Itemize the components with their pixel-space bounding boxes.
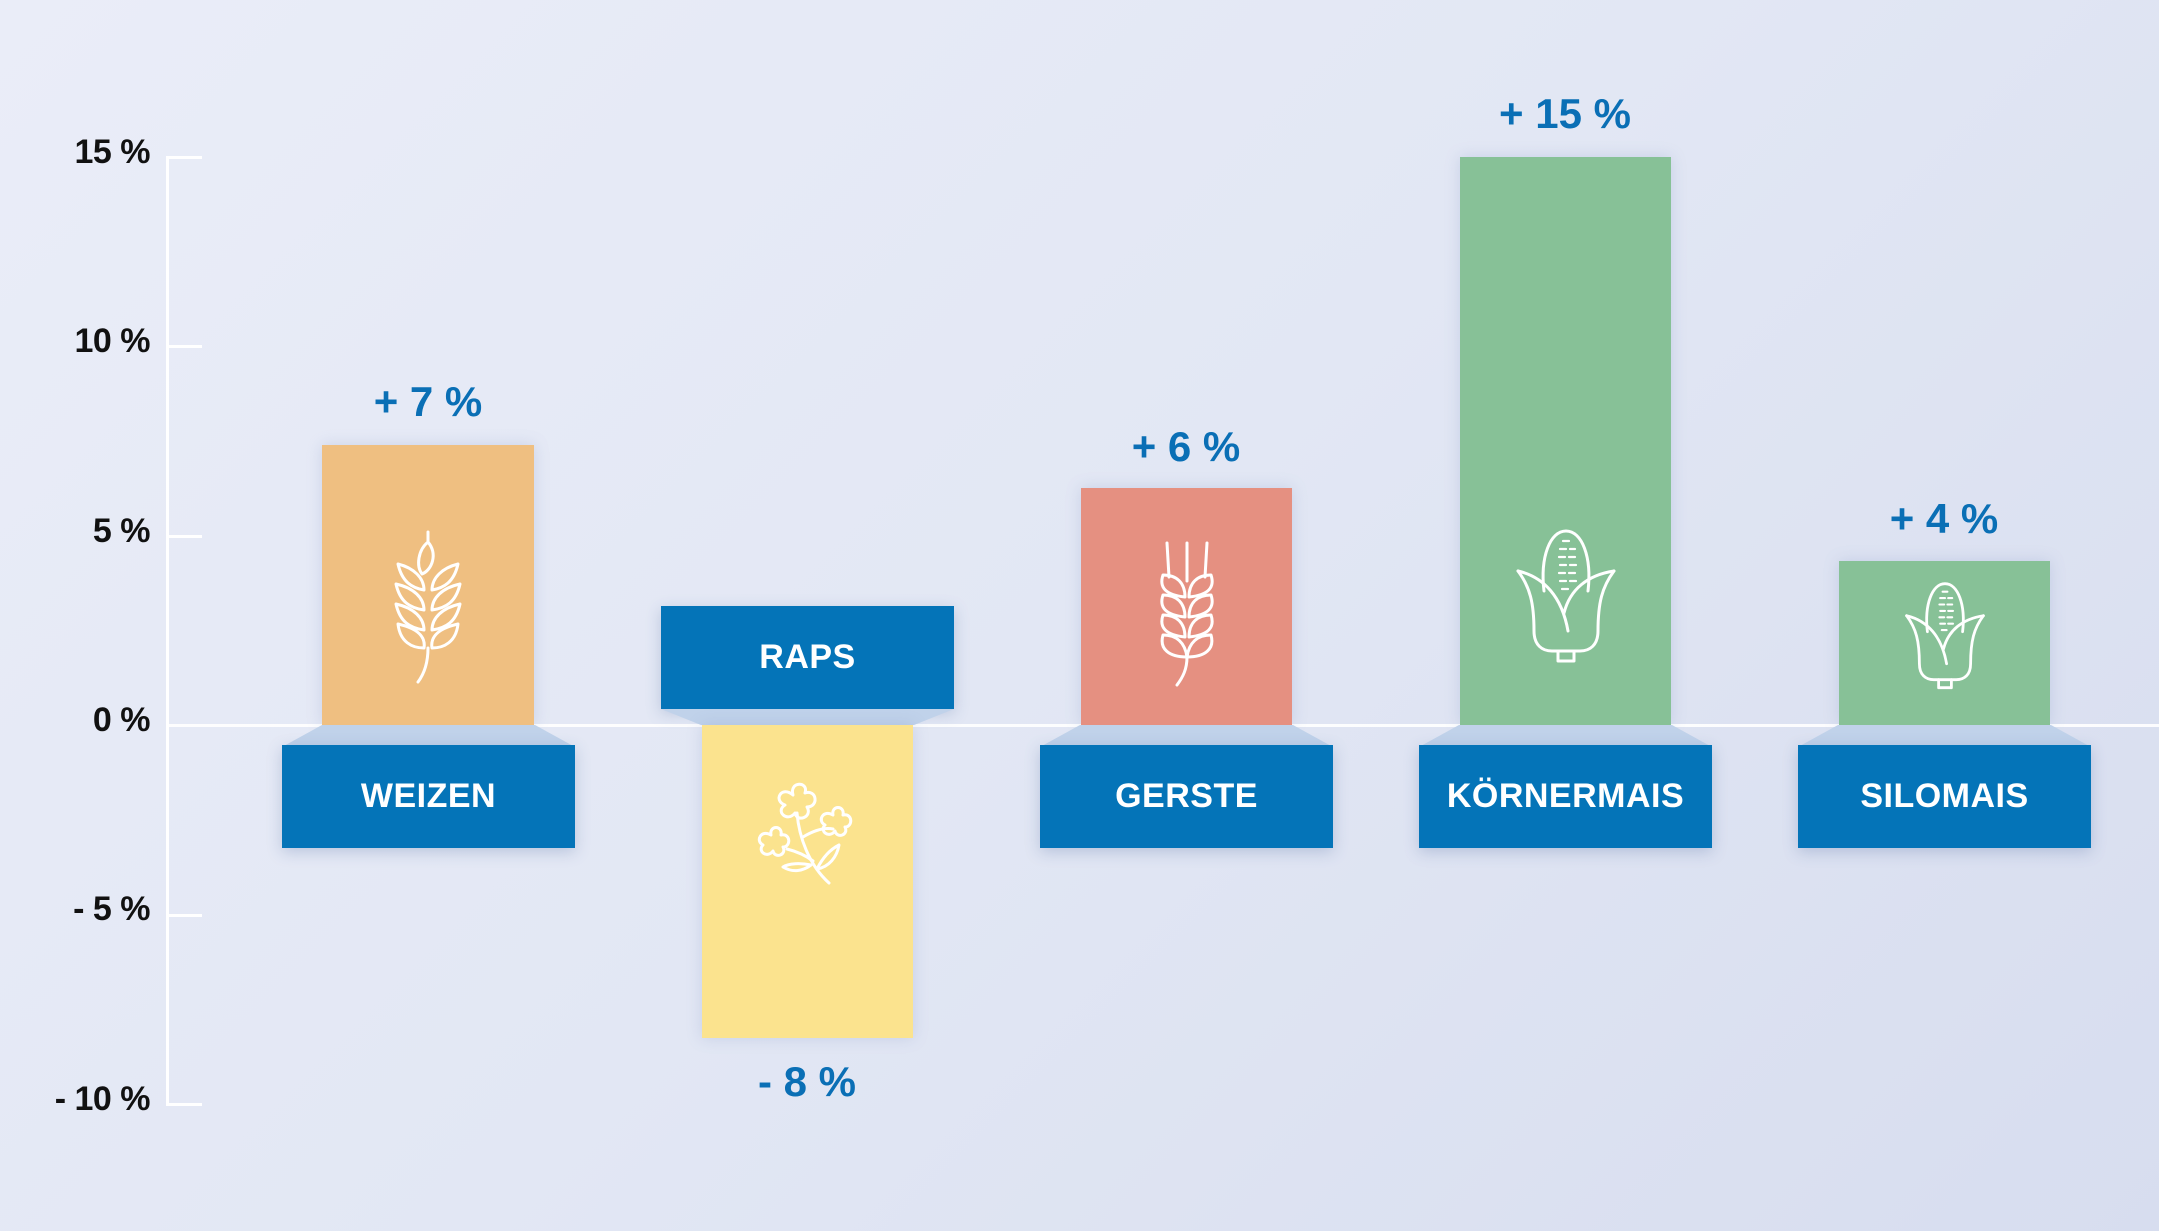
value-label-weizen: + 7 % (373, 378, 483, 425)
wheat-icon (394, 530, 462, 684)
tick-label-10: 10 % (74, 322, 151, 360)
corn-icon (1904, 582, 1985, 690)
tick-label-minus-10: - 10 % (54, 1080, 151, 1118)
category-label-koernermais: KÖRNERMAIS (1419, 745, 1712, 848)
plinth-raps (661, 709, 954, 725)
value-label-gerste: + 6 % (1131, 423, 1241, 470)
bar-koernermais (1460, 157, 1671, 725)
tick-15 (166, 156, 202, 159)
rapeseed-flower-icon (757, 782, 852, 885)
plinth-silomais (1798, 725, 2091, 747)
plinth-gerste (1040, 725, 1333, 747)
bar-weizen (322, 445, 534, 725)
bar-gerste (1081, 488, 1292, 725)
barley-icon (1159, 541, 1214, 687)
tick-label-0: 0 % (92, 701, 151, 739)
tick-10 (166, 345, 202, 348)
tick-5 (166, 535, 202, 538)
plinth-weizen (282, 725, 575, 747)
tick-label-5: 5 % (92, 512, 151, 550)
y-axis-line (166, 157, 169, 1105)
bar-raps (702, 725, 913, 1038)
value-label-koernermais: + 15 % (1499, 90, 1631, 137)
tick-minus-10 (166, 1103, 202, 1106)
corn-icon (1516, 529, 1615, 663)
category-label-weizen: WEIZEN (282, 745, 575, 848)
tick-label-15: 15 % (74, 133, 151, 171)
value-label-silomais: + 4 % (1889, 495, 1999, 542)
category-label-raps: RAPS (661, 606, 954, 709)
bar-silomais (1839, 561, 2050, 725)
category-label-gerste: GERSTE (1040, 745, 1333, 848)
category-label-silomais: SILOMAIS (1798, 745, 2091, 848)
tick-minus-5 (166, 914, 202, 917)
tick-label-minus-5: - 5 % (73, 890, 150, 928)
plinth-koernermais (1419, 725, 1712, 747)
value-label-raps: - 8 % (757, 1058, 857, 1105)
